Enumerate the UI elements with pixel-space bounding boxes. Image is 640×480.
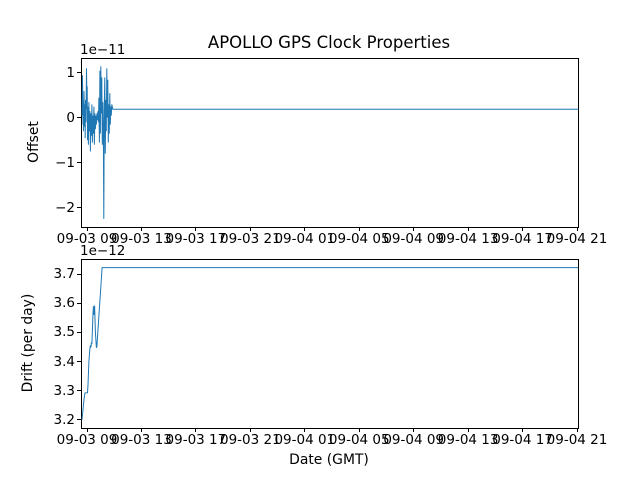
y-tick-label: 3.5 [53,324,75,341]
x-tick-label: 09-04 01 [274,432,336,448]
x-tick-mark [249,227,251,231]
y-tick-label: 3.3 [53,382,75,399]
x-tick-label: 09-04 21 [546,231,608,247]
x-tick-label: 09-03 09 [56,432,118,448]
y-tick-mark [77,117,81,119]
y-tick-label: 1 [66,64,75,81]
x-tick-label: 09-04 05 [328,231,390,247]
x-tick-label: 09-04 09 [383,432,445,448]
x-tick-mark [576,227,578,231]
x-tick-mark [522,428,524,432]
y-tick-mark [77,331,81,333]
x-tick-label: 09-03 21 [219,432,281,448]
y-tick-label: 3.4 [53,353,75,370]
drift-plot-area: 1e−12 09-03 09 09-03 13 09-03 17 09-03 21 09… [54,243,608,448]
y-tick-label: 3.2 [53,411,75,428]
y-tick-label: −1 [55,154,75,171]
drift-scale-label: 1e−12 [80,243,126,259]
x-axis-label: Date (GMT) [289,452,369,468]
x-tick-mark [195,428,197,432]
x-tick-label: 09-04 05 [328,432,390,448]
x-tick-mark [86,428,88,432]
x-tick-label: 09-04 21 [546,432,608,448]
offset-scale-label: 1e−11 [80,42,126,58]
x-tick-label: 09-04 17 [492,432,553,448]
x-tick-mark [413,428,415,432]
y-tick-label: 3.7 [53,266,75,282]
y-tick-mark [77,361,81,362]
x-tick-label: 09-03 13 [111,231,172,247]
x-tick-mark [249,428,251,432]
offset-line-canvas [81,66,578,219]
x-tick-label: 09-03 17 [165,432,227,448]
x-tick-label: 09-04 13 [437,231,499,247]
x-tick-mark [413,227,415,231]
x-tick-mark [86,227,88,231]
y-tick-mark [77,302,81,304]
y-tick-mark [77,273,81,275]
x-tick-label: 09-04 17 [492,231,553,247]
x-tick-mark [140,428,142,432]
x-tick-mark [467,428,469,432]
offset-plot-area: 1e−11 09-03 09 09-03 13 09-03 17 09-03 21 09… [55,42,607,247]
figure-title: APOLLO GPS Clock Properties [207,33,451,52]
drift-line [81,267,578,420]
x-tick-mark [140,227,142,231]
y-tick-mark [77,162,81,164]
x-tick-mark [358,227,360,231]
x-tick-label: 09-03 17 [165,231,227,247]
x-tick-mark [467,227,469,231]
x-tick-mark [304,227,306,231]
y-tick-mark [77,390,81,392]
y-tick-mark [77,207,81,209]
x-tick-label: 09-03 09 [56,231,118,247]
x-tick-mark [195,227,197,231]
x-tick-label: 09-03 21 [219,231,281,247]
x-tick-label: 09-04 09 [383,231,445,247]
x-tick-mark [304,428,306,432]
x-tick-mark [576,428,578,432]
y-tick-mark [77,419,81,421]
y-tick-label: 3.6 [53,295,75,312]
x-tick-label: 09-03 13 [111,432,172,448]
x-tick-mark [358,428,360,432]
x-tick-mark [522,227,524,231]
drift-line-canvas [81,267,578,420]
y-tick-label: 0 [66,109,75,126]
x-tick-label: 09-04 13 [437,432,499,448]
x-tick-label: 09-04 01 [274,231,336,247]
offset-line [81,66,578,219]
y-tick-mark [77,72,81,74]
y-tick-label: −2 [55,199,75,216]
